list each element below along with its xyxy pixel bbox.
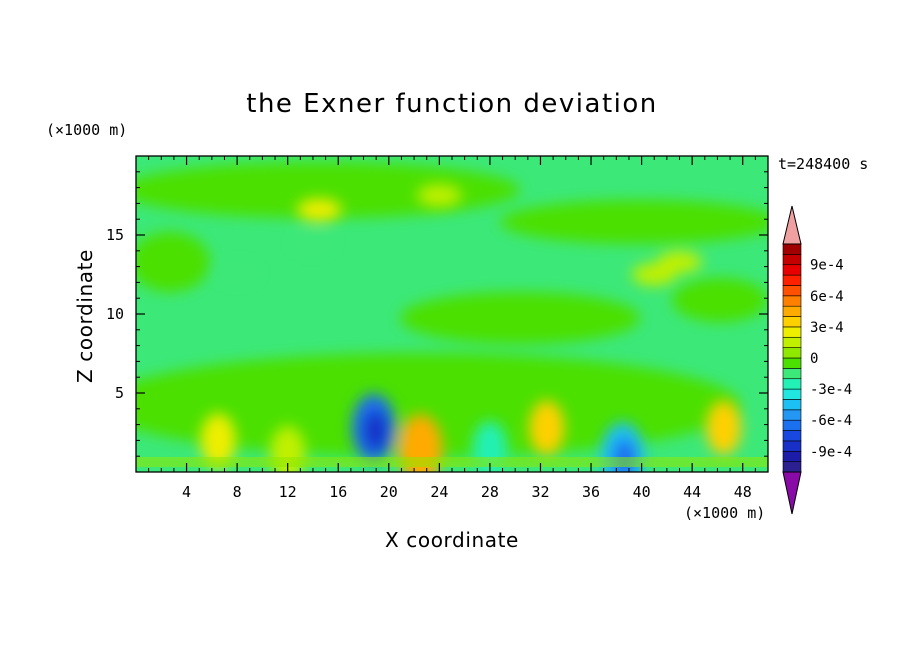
colorbar-band-5 (782, 409, 802, 421)
colorbar-band-7 (782, 388, 802, 400)
field-feature-core-0 (363, 410, 388, 452)
colorbar-tick-label: 0 (810, 351, 818, 367)
colorbar-band-1 (782, 450, 802, 462)
colorbar-under-triangle (782, 471, 802, 515)
colorbar-band-2 (782, 440, 802, 452)
colorbar-band-3 (782, 430, 802, 442)
x-tick-label: 4 (182, 483, 191, 501)
colorbar-band-12 (782, 336, 802, 348)
colorbar-band-21 (782, 243, 802, 255)
x-tick-label: 28 (481, 483, 499, 501)
y-axis: 5 10 15 (106, 171, 768, 457)
x-tick-label: 24 (430, 483, 448, 501)
x-tick-label: 40 (633, 483, 651, 501)
colorbar-band-8 (782, 378, 802, 390)
field-feature-11 (290, 231, 336, 255)
colorbar-tick-label: -6e-4 (810, 413, 852, 429)
field-feature-12 (416, 184, 462, 207)
x-tick-label: 12 (279, 483, 297, 501)
colorbar-band-17 (782, 285, 802, 297)
chart-title: the Exner function deviation (246, 89, 658, 119)
colorbar-band-11 (782, 347, 802, 359)
y-tick-label: 10 (106, 305, 124, 323)
x-tick-label: 8 (233, 483, 242, 501)
colorbar-tick-label: -3e-4 (810, 382, 852, 398)
colorbar-band-16 (782, 295, 802, 307)
x-axis: 4 8 12 16 20 24 28 32 36 40 44 48 (148, 156, 756, 501)
colorbar-band-19 (782, 264, 802, 276)
field-feature-5 (706, 400, 742, 455)
x-tick-label: 20 (380, 483, 398, 501)
right-upper-band (672, 278, 768, 322)
field-feature-10 (214, 261, 260, 285)
colorbar-band-4 (782, 419, 802, 431)
field-feature-4 (529, 400, 565, 455)
colorbar-tick-label: 3e-4 (810, 320, 844, 336)
y-tick-label: 15 (106, 226, 124, 244)
colorbar-tick-label: 9e-4 (810, 258, 844, 274)
colorbar-band-0 (782, 461, 802, 473)
mid-band (400, 292, 640, 344)
colorbar-tick-label: -9e-4 (810, 444, 852, 460)
field-feature-6 (200, 413, 236, 468)
colorbar-band-20 (782, 254, 802, 266)
time-label: t=248400 s (778, 155, 868, 173)
x-axis-label: X coordinate (385, 528, 519, 552)
x-tick-label: 32 (531, 483, 549, 501)
upper-band (136, 162, 520, 218)
colorbar-band-15 (782, 305, 802, 317)
x-tick-label: 44 (683, 483, 701, 501)
x-tick-label: 16 (329, 483, 347, 501)
colorbar-band-13 (782, 326, 802, 338)
upper-right-band (500, 200, 768, 244)
colorbar-band-6 (782, 399, 802, 411)
colorbar: 9e-4 6e-4 3e-4 0 -3e-4 -6e-4 -9e-4 (782, 205, 852, 515)
y-tick-label: 5 (115, 384, 124, 402)
colorbar-over-triangle (782, 205, 802, 245)
colorbar-band-14 (782, 316, 802, 328)
field-feature-9 (657, 250, 702, 274)
colorbar-band-18 (782, 274, 802, 286)
contour-field (136, 156, 768, 472)
colorbar-band-10 (782, 357, 802, 369)
x-unit-label: (×1000 m) (684, 504, 765, 522)
left-band (136, 232, 210, 292)
y-unit-label: (×1000 m) (46, 121, 127, 139)
field-feature-13 (296, 198, 342, 221)
y-axis-label: Z coordinate (73, 249, 97, 383)
x-tick-label: 48 (734, 483, 752, 501)
colorbar-band-9 (782, 368, 802, 380)
colorbar-tick-label: 6e-4 (810, 289, 844, 305)
x-tick-label: 36 (582, 483, 600, 501)
